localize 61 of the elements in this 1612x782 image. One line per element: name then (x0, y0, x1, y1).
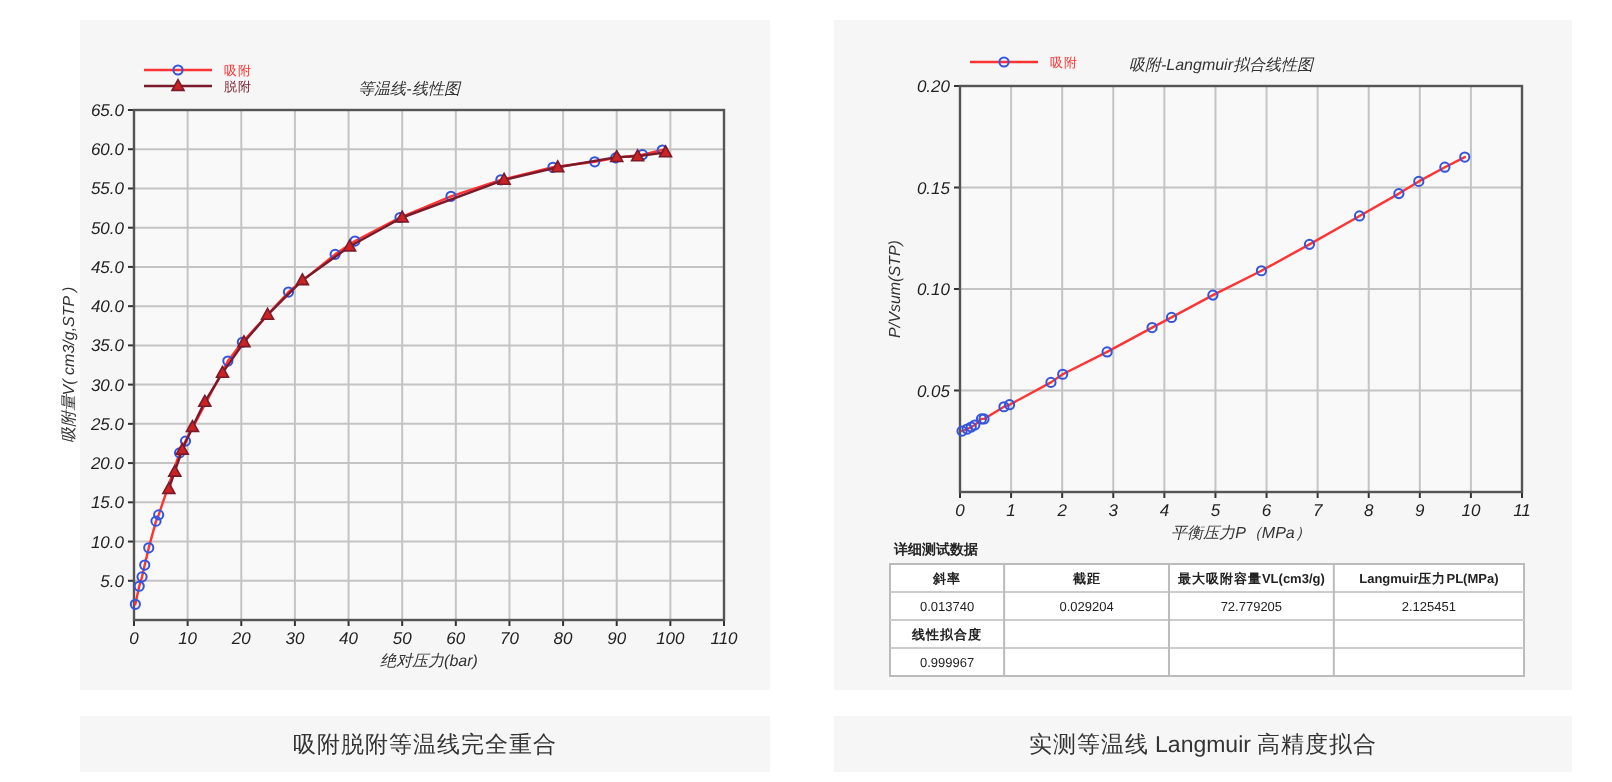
x-tick-label: 1 (1006, 500, 1017, 520)
x-tick-label: 3 (1108, 500, 1119, 520)
y-tick-label: 10.0 (90, 531, 125, 552)
y-tick-label: 65.0 (90, 100, 125, 120)
x-tick-label: 30 (285, 628, 305, 648)
point (162, 481, 176, 495)
y-tick-label: 20.0 (88, 453, 125, 474)
x-tick-label: 50 (392, 628, 413, 648)
point (630, 149, 645, 162)
y-tick-label: 45.0 (90, 256, 125, 277)
y-tick-label: 35.0 (90, 335, 125, 356)
x-tick-label: 100 (656, 628, 686, 648)
x-tick-label: 9 (1415, 500, 1426, 520)
x-tick-label: 11 (1513, 500, 1532, 520)
y-axis-title: 吸附量V( cm3/g,STP ) (60, 285, 78, 444)
point (295, 273, 310, 286)
point (342, 239, 357, 252)
y-tick-label: 0.15 (916, 177, 951, 198)
x-tick-label: 70 (499, 628, 520, 648)
y-tick-label: 40.0 (90, 296, 125, 317)
point (658, 145, 673, 158)
x-tick-label: 20 (229, 628, 252, 648)
x-tick-label: 0 (129, 628, 140, 648)
y-tick-label: 50.0 (90, 217, 125, 238)
x-tick-label: 6 (1261, 500, 1272, 520)
y-tick-label: 55.0 (90, 178, 125, 199)
chart-title: 等温线-线性图 (358, 80, 462, 98)
x-tick-label: 2 (1055, 500, 1068, 520)
y-tick-label: 15.0 (90, 492, 125, 513)
chart-title: 吸附-Langmuir拟合线性图 (1128, 56, 1316, 74)
y-tick-label: 25.0 (88, 413, 125, 434)
x-tick-label: 10 (178, 628, 198, 648)
y-tick-label: 0.10 (916, 279, 951, 299)
point (167, 464, 182, 477)
y-tick-label: 5.0 (100, 570, 125, 591)
x-tick-label: 4 (1159, 500, 1170, 520)
x-tick-label: 0 (955, 500, 966, 520)
x-tick-label: 80 (553, 628, 574, 648)
point (185, 419, 200, 433)
y-tick-label: 30.0 (90, 374, 125, 395)
x-tick-label: 5 (1210, 500, 1221, 520)
point (215, 365, 230, 379)
text: 吸附脱附等温线完全重合 (293, 730, 557, 758)
x-tick-label: 10 (1461, 500, 1481, 520)
point (198, 394, 212, 408)
text: 实测等温线 Langmuir 高精度拟合 (1028, 730, 1378, 758)
x-tick-label: 40 (339, 628, 359, 648)
x-tick-label: 90 (607, 628, 627, 648)
y-tick-label: 0.20 (916, 76, 951, 96)
point (550, 160, 565, 173)
x-tick-label: 8 (1363, 500, 1374, 520)
x-tick-label: 60 (446, 628, 466, 648)
x-axis-title: 平衡压力P（MPa） (1171, 524, 1311, 542)
y-tick-label: 0.05 (916, 380, 951, 401)
x-tick-label: 110 (710, 628, 739, 648)
y-tick-label: 60.0 (90, 139, 125, 160)
x-axis-title: 绝对压力(bar) (380, 652, 479, 670)
y-axis-title: P/Vsum(STP) (886, 239, 904, 338)
x-tick-label: 7 (1312, 500, 1323, 520)
point (175, 442, 190, 455)
point (260, 307, 275, 320)
